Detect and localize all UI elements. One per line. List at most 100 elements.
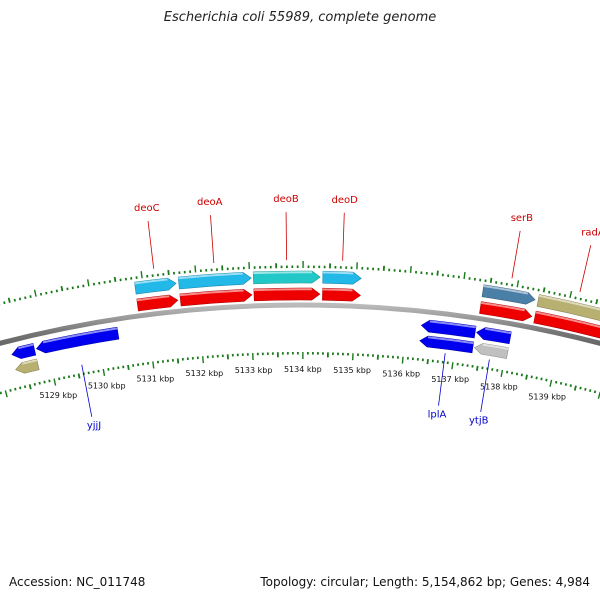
feature-highlight [134,278,168,285]
tick-mark [569,384,572,388]
feature-highlight [136,295,170,302]
tick-mark [590,300,593,304]
label-leader-line [210,215,215,264]
tick-mark [584,298,588,302]
tick-mark [9,388,12,392]
feature-highlight [253,271,313,275]
tick-mark [516,280,520,288]
kbp-tick-label: 5134 kbp [284,365,322,374]
inner-tick-ring [0,352,600,399]
tick-mark [86,279,90,287]
kbp-tick-label: 5136 kbp [382,370,420,379]
kbp-tick-label: 5132 kbp [186,369,224,378]
deoB-feature[interactable] [253,287,321,302]
yjjJ-feature[interactable] [35,326,120,354]
deoD-feature[interactable] [322,287,361,302]
gene-feature[interactable] [536,294,600,322]
label-leader-line [438,353,446,406]
tick-mark [7,297,11,303]
gene-feature[interactable] [15,358,40,374]
tick-mark [525,374,528,380]
tick-mark [584,387,587,391]
gene-label-ytjB[interactable]: ytjB [469,416,489,427]
tick-mark [563,294,567,297]
feature-highlight [482,343,509,350]
tick-mark [24,296,27,300]
tick-mark [409,265,412,274]
label-leader-line [285,212,287,261]
tick-mark [152,361,155,369]
tick-mark [548,290,551,294]
tick-mark [13,298,16,302]
tick-mark [573,385,577,391]
tick-mark [45,291,48,295]
tick-mark [558,292,561,296]
kbp-tick-label: 5135 kbp [333,366,371,375]
tick-mark [549,379,553,387]
gene-label-radA[interactable]: radA [581,228,600,239]
tick-mark [62,376,66,380]
tick-mark [489,277,493,283]
tick-mark [202,356,204,364]
tick-mark [535,376,538,380]
tick-mark [48,379,51,383]
kbp-tick-label: 5139 kbp [528,392,566,401]
feature-highlight [535,311,600,329]
tick-mark [500,369,504,377]
gene-label-deoD[interactable]: deoD [331,195,358,206]
gene-label-deoA[interactable]: deoA [197,197,223,208]
tick-mark [33,382,36,386]
gene-label-yjjJ[interactable]: yjjJ [87,421,101,432]
tick-mark [18,297,22,301]
feature-highlight [21,359,38,365]
tick-mark [33,289,37,297]
tick-mark [23,385,27,389]
tick-mark [540,377,543,381]
tick-mark [53,378,57,386]
feature-highlight [18,343,34,350]
accession-text: Accession: NC_011748 [9,575,146,589]
tick-mark [127,364,130,371]
feature-highlight [42,327,118,344]
radA-feature[interactable] [533,310,600,339]
tick-mark [58,377,61,381]
tick-mark [19,386,22,390]
gene-label-deoC[interactable]: deoC [134,203,160,214]
tick-mark [43,380,46,384]
gene-feature[interactable] [11,343,37,359]
gene-label-serB[interactable]: serB [511,213,533,224]
label-leader-line [579,245,592,293]
tick-mark [574,296,577,300]
feature-tracks [11,270,600,374]
tick-mark [4,390,8,398]
label-leader-line [81,364,93,417]
kbp-tick-label: 5129 kbp [40,391,78,400]
feature-highlight [322,271,354,275]
tick-mark [167,269,170,276]
gene-label-deoB[interactable]: deoB [273,194,299,205]
kbp-tick-label: 5133 kbp [235,366,273,375]
gene-label-lplA[interactable]: lplA [428,410,447,421]
kbp-scale: 5129 kbp 5130 kbp 5131 kbp 5132 kbp 5133 kbp… [40,365,567,401]
kbp-tick-label: 5138 kbp [480,383,518,392]
tick-mark [589,389,592,393]
tick-mark [176,358,180,364]
feature-highlight [485,327,512,335]
gene-labels: deoC deoA deoB deoD serB radA yjjJ lplA ytjB [87,194,600,432]
feature-highlight [538,294,600,311]
tick-mark [102,368,106,376]
tick-mark [60,286,64,292]
kbp-tick-label: 5137 kbp [431,375,469,384]
tick-mark [559,381,563,385]
gene-feature[interactable] [252,270,321,285]
tick-mark [595,299,599,305]
label-leader-line [511,230,521,279]
gene-feature[interactable] [322,270,362,285]
serB-feature[interactable] [479,301,533,322]
feature-highlight [480,301,525,312]
tick-mark [401,356,404,364]
tick-mark [530,375,533,379]
gene-feature[interactable] [481,284,536,305]
genome-summary-text: Topology: circular; Length: 5,154,862 bp… [260,575,590,589]
